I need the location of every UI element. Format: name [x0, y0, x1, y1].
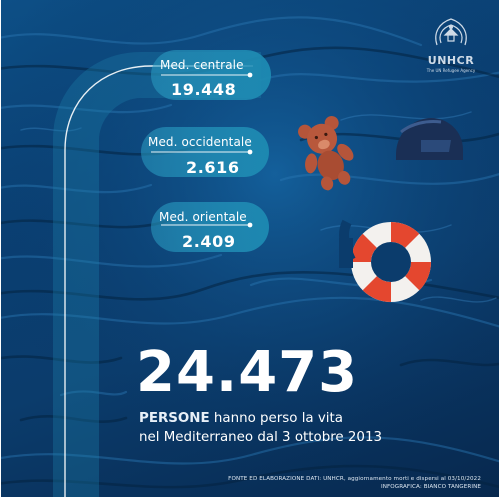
stat-label-western: Med. occidentale: [148, 135, 252, 149]
stat-label-eastern: Med. orientale: [159, 210, 247, 224]
caption-line1: hanno perso la vita: [209, 411, 343, 426]
teddy-bear-icon: [298, 116, 354, 191]
unhcr-emblem-icon: [435, 18, 467, 46]
lifebuoy-icon: [339, 219, 431, 302]
stat-value-central: 19.448: [171, 80, 237, 99]
floating-object-icon: [396, 118, 463, 160]
caption-highlight: PERSONE: [139, 411, 210, 426]
logo-name: UNHCR: [427, 54, 475, 67]
stat-value-western: 2.616: [186, 158, 240, 177]
source-credit: FONTE ED ELABORAZIONE DATI: UNHCR, aggio…: [228, 475, 481, 491]
unhcr-logo: UNHCR The UN Refugee Agency: [421, 20, 481, 73]
logo-tagline: The UN Refugee Agency: [426, 68, 476, 73]
stat-value-eastern: 2.409: [182, 232, 236, 251]
caption-line2: nel Mediterraneo dal 3 ottobre 2013: [139, 430, 382, 445]
source-line: FONTE ED ELABORAZIONE DATI: UNHCR, aggio…: [228, 476, 481, 482]
credit-line: INFOGRAFICA: BIANCO TANGERINE: [380, 484, 481, 490]
stat-label-central: Med. centrale: [160, 58, 244, 72]
caption: PERSONE hanno perso la vita nel Mediterr…: [139, 409, 382, 447]
total-count: 24.473: [136, 340, 359, 405]
